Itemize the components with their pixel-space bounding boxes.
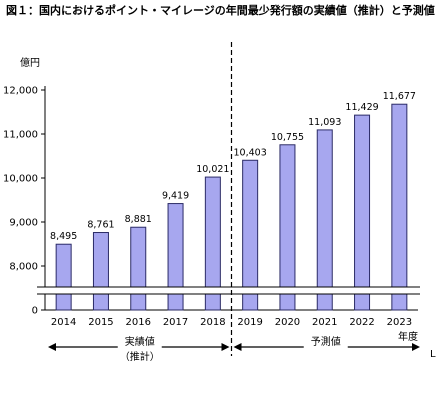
bar <box>92 232 109 311</box>
data-label: 8,881 <box>125 214 152 225</box>
forecast-label-bg <box>303 338 348 350</box>
bar <box>55 243 72 311</box>
data-label: 11,677 <box>383 91 416 102</box>
x-tick-label: 2022 <box>349 317 374 328</box>
chart-title: 図１：国内におけるポイント・マイレージの年間最少発行額の実績値（推計）と予測値 <box>6 4 435 17</box>
y-axis-unit-label: 億円 <box>20 56 40 69</box>
y-tick-label: 11,000 <box>3 130 38 141</box>
bar <box>130 226 147 311</box>
data-label: 8,495 <box>50 231 77 242</box>
data-label: 10,755 <box>271 132 304 143</box>
forecast-period-arrow-head-left <box>233 343 242 351</box>
bar <box>316 129 333 311</box>
bar <box>242 159 259 311</box>
x-tick-label: 2015 <box>88 317 113 328</box>
x-tick-label: 2017 <box>163 317 188 328</box>
x-tick-label: 2023 <box>387 317 412 328</box>
actual-period-arrow-head-right <box>221 343 230 351</box>
actual-period-sublabel: （推計） <box>120 350 160 363</box>
edge-mark: L <box>430 349 436 360</box>
y-tick-label: 8,000 <box>9 262 38 273</box>
bar <box>204 176 221 311</box>
bar <box>354 114 371 311</box>
actual-period-label: 実績値 <box>125 335 155 348</box>
data-label: 11,093 <box>308 117 341 128</box>
forecast-period-arrow-head-right <box>412 343 420 351</box>
data-label: 11,429 <box>345 102 378 113</box>
axis-break-gap <box>37 287 420 294</box>
y-tick-label-zero: 0 <box>32 306 38 317</box>
data-label: 10,403 <box>234 147 267 158</box>
x-tick-label: 2020 <box>275 317 300 328</box>
data-label: 8,761 <box>87 220 114 231</box>
x-tick-label: 2021 <box>312 317 337 328</box>
y-tick-label: 9,000 <box>9 218 38 229</box>
bar <box>391 103 408 311</box>
y-tick-label: 10,000 <box>3 174 38 185</box>
x-tick-label: 2018 <box>200 317 225 328</box>
data-label: 10,021 <box>196 164 229 175</box>
data-label: 9,419 <box>162 191 189 202</box>
x-tick-label: 2016 <box>126 317 151 328</box>
y-tick-label: 12,000 <box>3 86 38 97</box>
actual-label-bg <box>117 338 162 350</box>
x-tick-label: 2019 <box>237 317 262 328</box>
forecast-period-label: 予測値 <box>311 335 341 348</box>
bar <box>279 144 296 311</box>
bar <box>167 203 184 311</box>
x-tick-label: 2014 <box>51 317 76 328</box>
x-axis-unit-label: 年度 <box>398 330 418 343</box>
actual-period-arrow-head-left <box>48 343 56 351</box>
